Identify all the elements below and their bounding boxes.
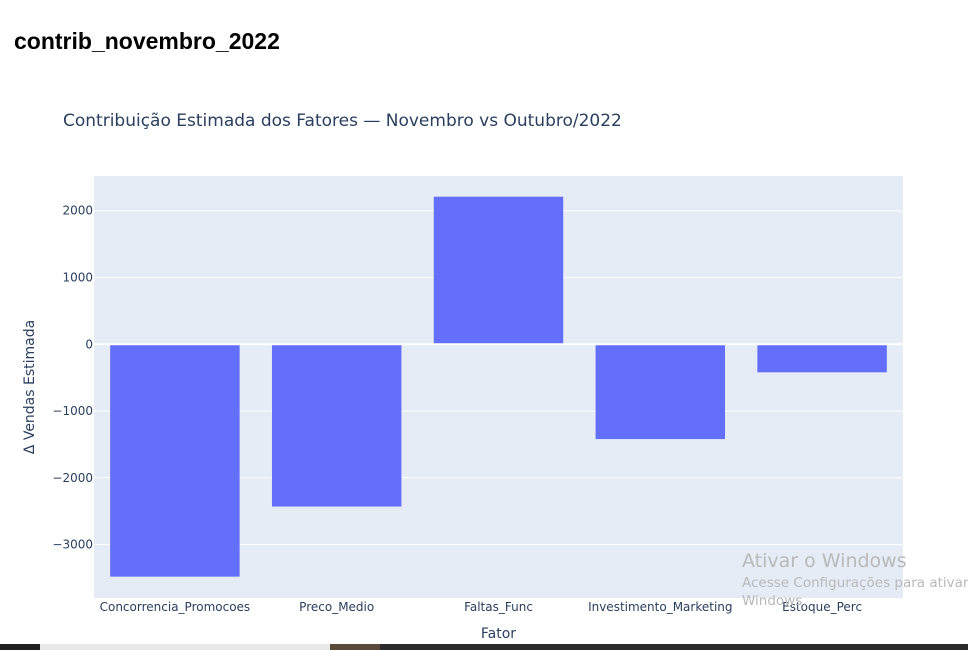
bar-estoque-perc[interactable] — [757, 344, 886, 372]
x-axis-title: Fator — [481, 626, 516, 642]
y-tick-label: 1000 — [62, 270, 93, 284]
taskbar-strip — [0, 644, 968, 650]
bar-preco-medio[interactable] — [272, 344, 401, 506]
x-tick-label: Investimento_Marketing — [588, 600, 732, 614]
x-tick-label: Concorrencia_Promocoes — [100, 600, 251, 614]
x-tick-label: Faltas_Func — [464, 600, 533, 614]
y-axis-title: Δ Vendas Estimada — [22, 320, 38, 454]
bar-investimento-marketing[interactable] — [596, 344, 725, 439]
x-tick-label: Preco_Medio — [299, 600, 374, 614]
y-tick-labels: −3000 −2000 −1000 0 1000 2000 — [52, 204, 93, 552]
y-tick-label: 0 — [85, 337, 93, 351]
y-tick-label: −1000 — [52, 404, 93, 418]
bar-concorrencia-promocoes[interactable] — [110, 344, 239, 576]
x-tick-label: Estoque_Perc — [782, 600, 862, 614]
x-tick-labels: Concorrencia_Promocoes Preco_Medio Faltas_… — [100, 600, 862, 614]
y-tick-label: −2000 — [52, 471, 93, 485]
bar-faltas-func[interactable] — [434, 197, 563, 345]
y-tick-label: 2000 — [62, 204, 93, 218]
y-tick-label: −3000 — [52, 538, 93, 552]
chart-title: Contribuição Estimada dos Fatores — Nove… — [63, 111, 622, 131]
